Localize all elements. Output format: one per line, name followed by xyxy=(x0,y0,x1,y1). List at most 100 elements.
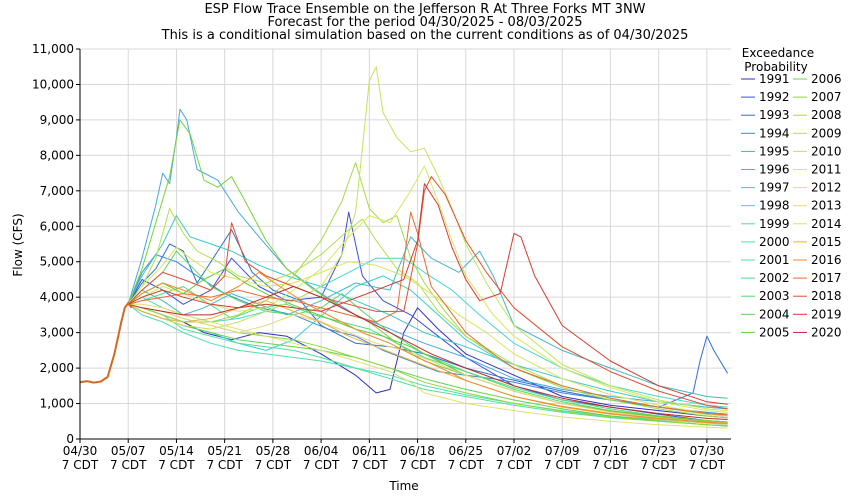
x-tick-date: 07/09 xyxy=(545,444,580,458)
series-line-1994 xyxy=(127,254,728,415)
legend-label-1997: 1997 xyxy=(759,181,790,195)
legend: Exceedance Probability 19911992199319941… xyxy=(741,46,842,339)
x-tick-date: 06/25 xyxy=(448,444,483,458)
series-layer xyxy=(79,66,729,429)
legend-label-2001: 2001 xyxy=(759,253,790,267)
chart-subtitle: Forecast for the period 04/30/2025 - 08/… xyxy=(268,15,583,30)
axes-layer: 0 1,000 2,000 3,000 4,000 5,000 6,000 7,000 8,00… xyxy=(32,42,731,472)
legend-label-2016: 2016 xyxy=(811,253,842,267)
series-line-2020 xyxy=(128,286,728,420)
legend-label-2014: 2014 xyxy=(811,217,842,231)
legend-label-2005: 2005 xyxy=(759,325,790,339)
legend-label-2008: 2008 xyxy=(811,108,842,122)
x-tick-date: 04/30 xyxy=(63,444,98,458)
series-line-2017 xyxy=(128,211,728,416)
y-tick-label: 7,000 xyxy=(40,184,74,198)
legend-label-2018: 2018 xyxy=(811,289,842,303)
x-tick-tz: 7 CDT xyxy=(206,458,243,472)
series-line-1993 xyxy=(127,229,729,408)
x-tick-tz: 7 CDT xyxy=(689,458,726,472)
x-tick-tz: 7 CDT xyxy=(399,458,436,472)
series-line-2019 xyxy=(127,183,728,405)
y-tick-label: 8,000 xyxy=(40,148,74,162)
x-tick-date: 07/02 xyxy=(497,444,532,458)
series-line-1992 xyxy=(127,211,728,423)
x-tick-date: 05/21 xyxy=(207,444,242,458)
y-tick-label: 9,000 xyxy=(40,113,74,127)
y-tick-label: 5,000 xyxy=(40,255,74,269)
y-tick-label: 0 xyxy=(66,432,74,446)
legend-label-2002: 2002 xyxy=(759,271,790,285)
legend-label-1991: 1991 xyxy=(759,72,790,86)
legend-label-2006: 2006 xyxy=(811,72,842,86)
x-tick-date: 06/18 xyxy=(400,444,435,458)
x-tick-tz: 7 CDT xyxy=(62,458,99,472)
series-line-2013 xyxy=(128,303,728,424)
x-tick-tz: 7 CDT xyxy=(158,458,195,472)
series-line-2011 xyxy=(127,165,728,413)
y-axis-label: Flow (CFS) xyxy=(11,213,25,276)
legend-label-2013: 2013 xyxy=(811,199,842,213)
x-tick-date: 05/07 xyxy=(111,444,146,458)
legend-label-1996: 1996 xyxy=(759,163,790,177)
legend-label-2017: 2017 xyxy=(811,271,842,285)
x-tick-tz: 7 CDT xyxy=(496,458,533,472)
series-line-2012 xyxy=(128,303,728,429)
legend-label-2009: 2009 xyxy=(811,126,842,140)
legend-label-2015: 2015 xyxy=(811,235,842,249)
series-line-2018 xyxy=(127,176,728,410)
legend-label-1992: 1992 xyxy=(759,90,790,104)
x-tick-date: 05/14 xyxy=(159,444,194,458)
y-tick-label: 11,000 xyxy=(32,42,74,56)
legend-label-1995: 1995 xyxy=(759,144,790,158)
y-tick-label: 1,000 xyxy=(40,397,74,411)
legend-label-2004: 2004 xyxy=(759,307,790,321)
series-line-2008 xyxy=(128,162,728,419)
x-tick-tz: 7 CDT xyxy=(110,458,147,472)
legend-label-2019: 2019 xyxy=(811,307,842,321)
chart-title: ESP Flow Trace Ensemble on the Jefferson… xyxy=(204,2,645,17)
legend-label-1999: 1999 xyxy=(759,217,790,231)
legend-items: 1991 1992 1993 1994 1995 1996 1997 1998 1999 2000… xyxy=(741,72,842,339)
legend-label-1994: 1994 xyxy=(759,126,790,140)
x-tick-date: 07/16 xyxy=(593,444,628,458)
y-tick-label: 4,000 xyxy=(40,290,74,304)
series-line-1997 xyxy=(127,215,728,410)
legend-label-2012: 2012 xyxy=(811,181,842,195)
legend-title-line2: Probability xyxy=(744,60,807,74)
x-tick-date: 06/11 xyxy=(352,444,387,458)
x-tick-tz: 7 CDT xyxy=(448,458,485,472)
legend-label-1998: 1998 xyxy=(759,199,790,213)
x-axis-label: Time xyxy=(388,479,418,493)
x-tick-tz: 7 CDT xyxy=(544,458,581,472)
y-tick-label: 6,000 xyxy=(40,219,74,233)
x-tick-date: 05/28 xyxy=(256,444,291,458)
series-line-2002 xyxy=(128,286,728,423)
x-tick-tz: 7 CDT xyxy=(255,458,292,472)
x-tick-date: 07/23 xyxy=(641,444,676,458)
legend-label-2000: 2000 xyxy=(759,235,790,249)
legend-title-line1: Exceedance xyxy=(742,46,814,60)
y-tick-label: 2,000 xyxy=(40,361,74,375)
legend-label-2010: 2010 xyxy=(811,144,842,158)
chart-note: This is a conditional simulation based o… xyxy=(161,28,689,43)
series-line-2016 xyxy=(127,271,728,424)
legend-label-2003: 2003 xyxy=(759,289,790,303)
legend-label-2007: 2007 xyxy=(811,90,842,104)
x-tick-tz: 7 CDT xyxy=(640,458,677,472)
observed-flow-line xyxy=(79,301,133,384)
series-line-2001 xyxy=(128,303,728,426)
series-line-2015 xyxy=(127,300,728,425)
legend-label-2011: 2011 xyxy=(811,163,842,177)
x-tick-tz: 7 CDT xyxy=(351,458,388,472)
series-line-2003 xyxy=(127,250,728,424)
series-line-2014 xyxy=(127,247,728,416)
x-tick-tz: 7 CDT xyxy=(592,458,629,472)
legend-label-1993: 1993 xyxy=(759,108,790,122)
y-tick-label: 3,000 xyxy=(40,326,74,340)
x-tick-tz: 7 CDT xyxy=(303,458,340,472)
x-tick-date: 07/30 xyxy=(690,444,725,458)
x-tick-date: 06/04 xyxy=(304,444,339,458)
